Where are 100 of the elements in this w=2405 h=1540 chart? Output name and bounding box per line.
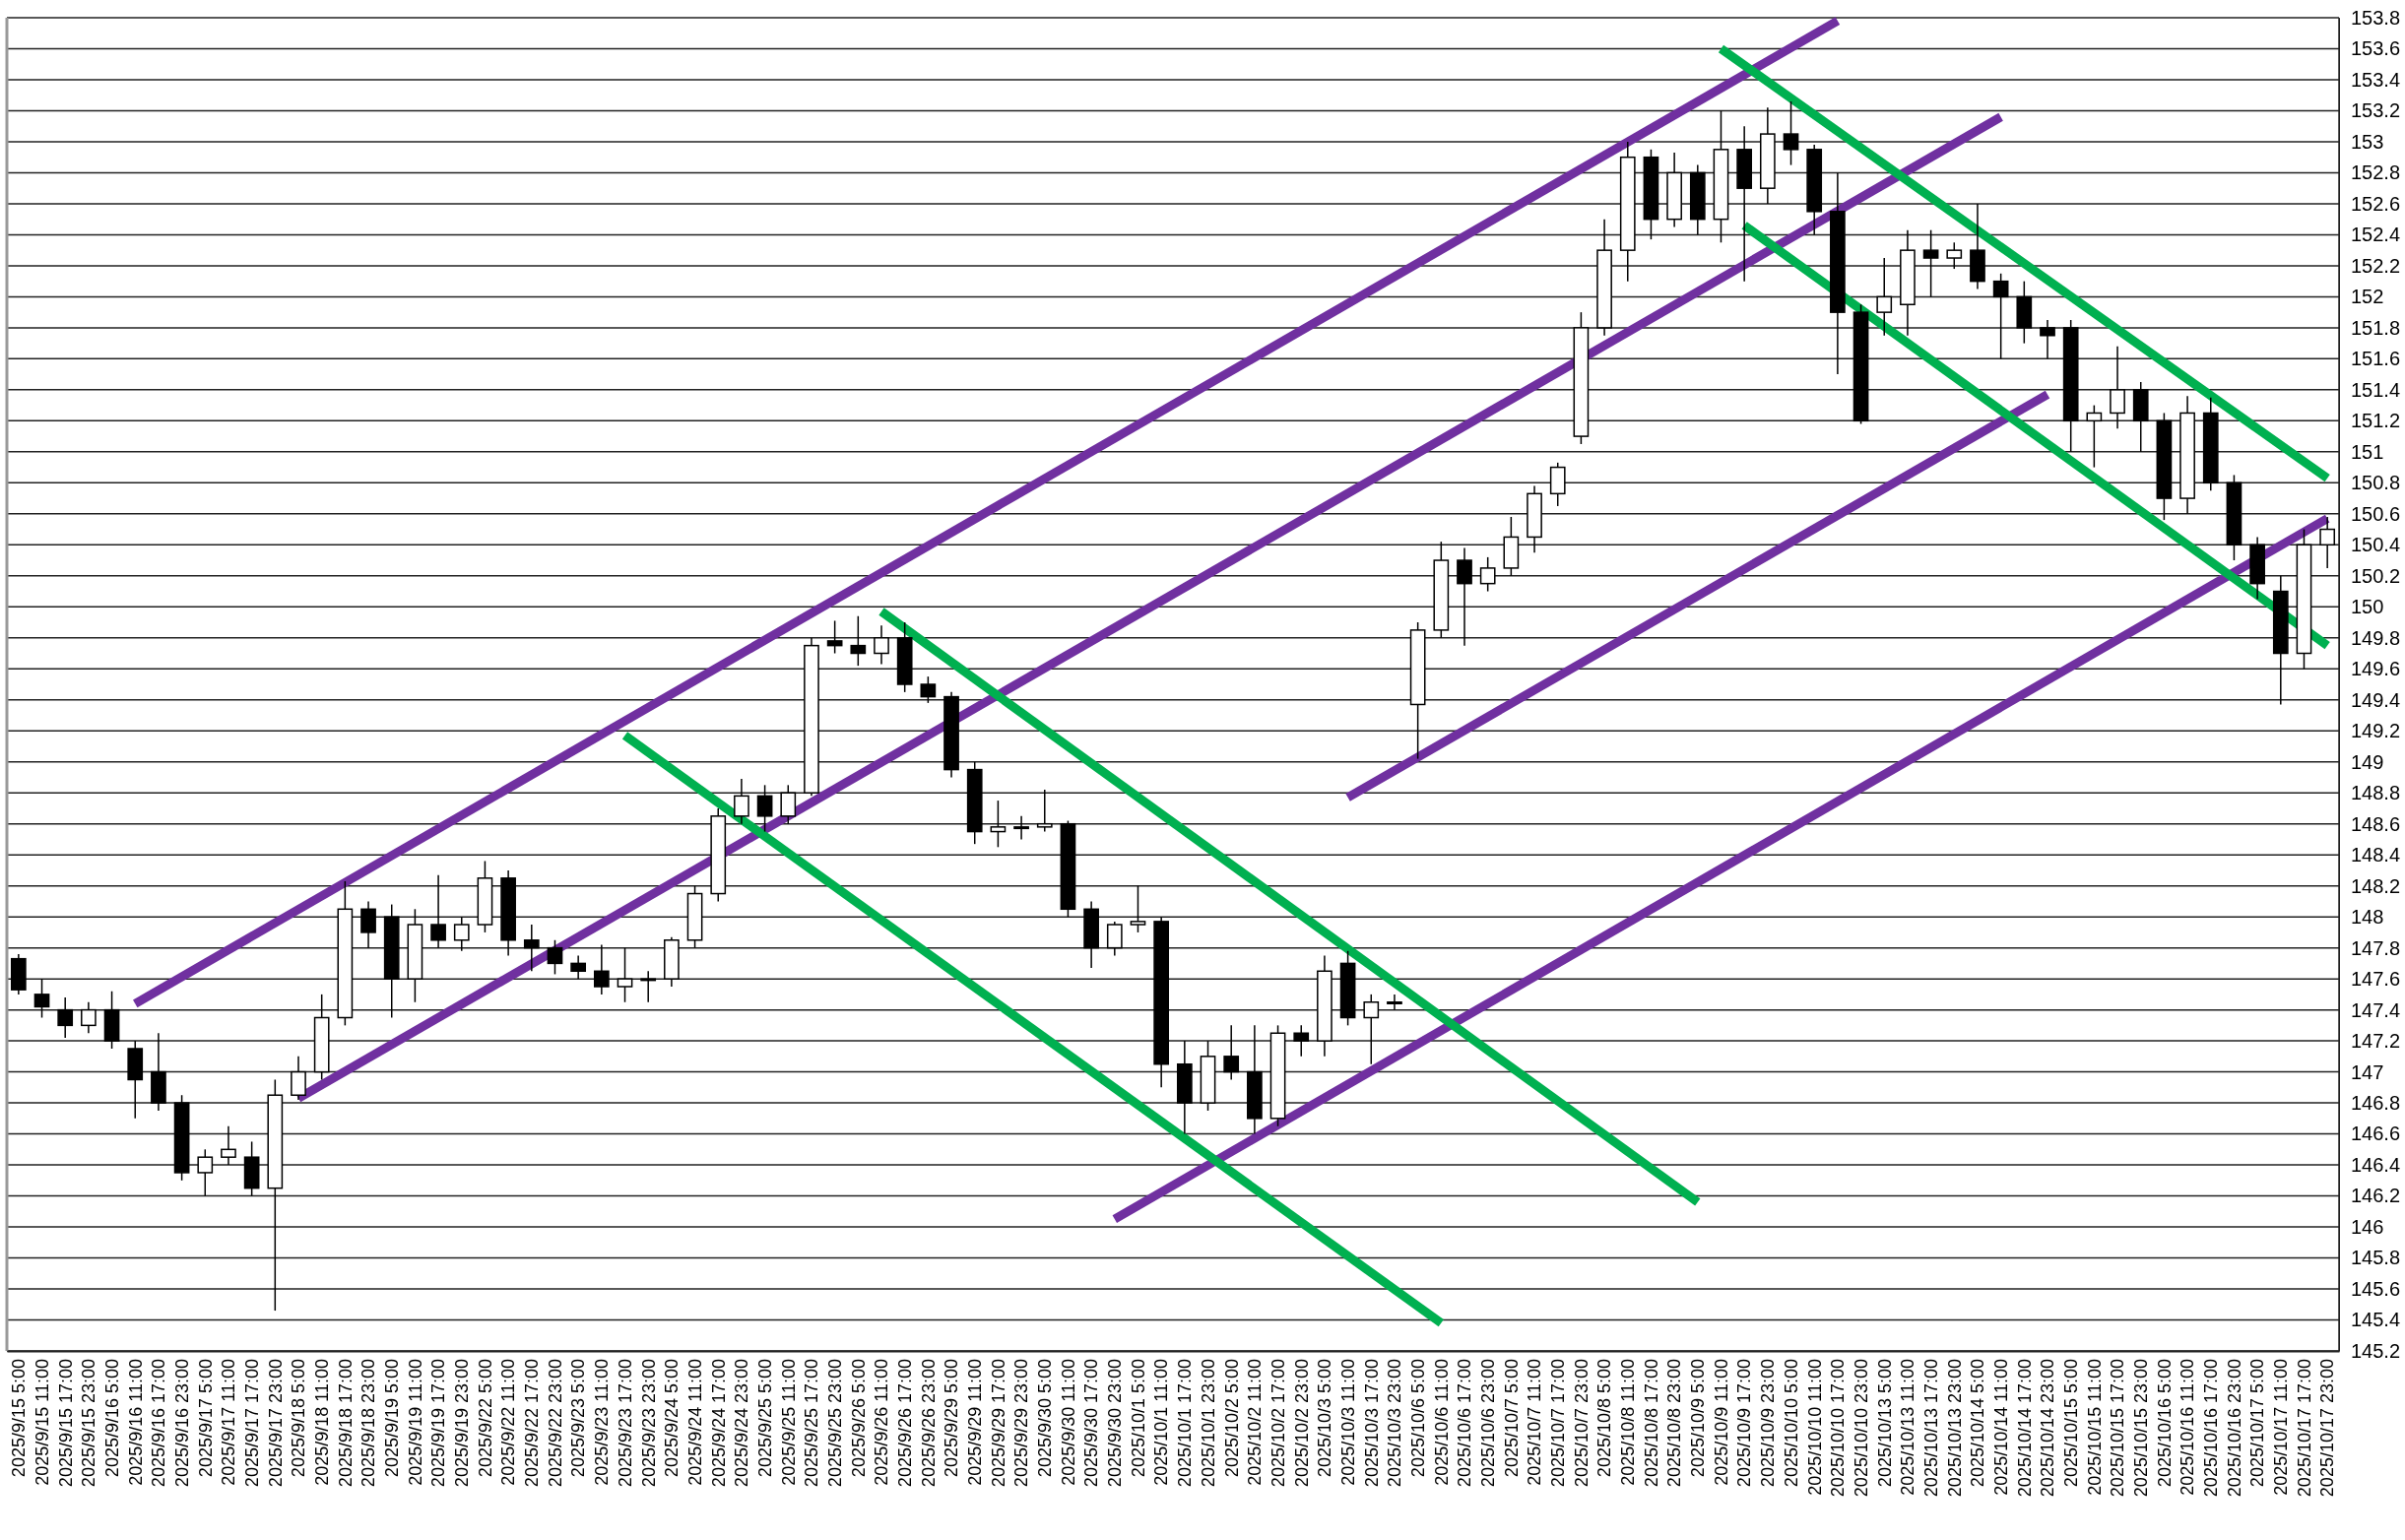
x-tick-label: 2025/10/14 5:00 <box>1968 1359 1988 1488</box>
x-tick-label: 2025/10/2 23:00 <box>1291 1359 1312 1488</box>
candlestick <box>617 946 633 1003</box>
y-tick-label: 152.4 <box>2351 224 2401 246</box>
y-tick-label: 150.6 <box>2351 502 2401 525</box>
x-tick-label: 2025/9/24 11:00 <box>684 1359 705 1486</box>
x-tick-label: 2025/10/17 11:00 <box>2271 1359 2292 1496</box>
x-tick-label: 2025/9/26 11:00 <box>872 1359 892 1486</box>
y-tick-label: 150.4 <box>2351 534 2401 556</box>
x-tick-label: 2025/9/17 5:00 <box>195 1359 216 1478</box>
x-tick-label: 2025/10/2 11:00 <box>1245 1359 1266 1486</box>
y-tick-label: 148.6 <box>2351 812 2401 835</box>
y-tick-label: 151.2 <box>2351 410 2401 432</box>
x-tick-label: 2025/9/26 23:00 <box>918 1359 939 1488</box>
candlestick <box>2086 404 2103 469</box>
y-tick-label: 153.6 <box>2351 37 2401 60</box>
y-tick-label: 153.4 <box>2351 68 2401 91</box>
candlestick <box>1946 241 1963 270</box>
x-tick-label: 2025/10/3 5:00 <box>1315 1359 1335 1478</box>
x-tick-label: 2025/10/1 23:00 <box>1198 1359 1218 1488</box>
y-tick-label: 147 <box>2351 1060 2384 1083</box>
x-tick-label: 2025/10/17 23:00 <box>2317 1359 2338 1498</box>
candlestick <box>826 619 843 655</box>
x-tick-label: 2025/9/29 5:00 <box>942 1359 962 1478</box>
x-tick-label: 2025/10/10 11:00 <box>1804 1359 1825 1496</box>
x-tick-label: 2025/10/13 17:00 <box>1920 1359 1941 1498</box>
x-tick-label: 2025/10/13 11:00 <box>1898 1359 1918 1496</box>
candlestick <box>874 624 889 666</box>
x-tick-label: 2025/9/19 5:00 <box>382 1359 403 1478</box>
x-tick-label: 2025/10/15 11:00 <box>2084 1359 2105 1496</box>
x-tick-label: 2025/10/13 23:00 <box>1944 1359 1965 1498</box>
x-tick-label: 2025/10/14 17:00 <box>2014 1359 2035 1498</box>
candlestick <box>360 900 376 949</box>
y-tick-label: 145.6 <box>2351 1277 2401 1300</box>
y-tick-label: 150.2 <box>2351 564 2401 587</box>
x-tick-label: 2025/10/9 5:00 <box>1688 1359 1709 1478</box>
y-tick-label: 146.2 <box>2351 1185 2401 1207</box>
y-tick-label: 146.4 <box>2351 1153 2401 1176</box>
x-tick-label: 2025/10/15 17:00 <box>2108 1359 2128 1498</box>
x-tick-label: 2025/10/16 5:00 <box>2154 1359 2175 1488</box>
candlestick <box>197 1148 214 1197</box>
x-tick-label: 2025/10/14 11:00 <box>1990 1359 2011 1496</box>
y-tick-label: 153.2 <box>2351 99 2401 122</box>
x-tick-label: 2025/9/26 17:00 <box>894 1359 915 1488</box>
x-tick-label: 2025/9/16 23:00 <box>171 1359 192 1488</box>
x-tick-label: 2025/9/15 11:00 <box>32 1359 52 1486</box>
candlestick <box>33 978 50 1019</box>
y-tick-label: 153 <box>2351 130 2384 153</box>
x-tick-label: 2025/10/6 11:00 <box>1431 1359 1452 1486</box>
x-tick-label: 2025/10/16 23:00 <box>2224 1359 2244 1498</box>
x-tick-label: 2025/9/19 11:00 <box>405 1359 425 1486</box>
candlestick <box>570 954 587 980</box>
x-tick-label: 2025/10/1 17:00 <box>1175 1359 1196 1488</box>
x-tick-label: 2025/10/9 23:00 <box>1758 1359 1779 1488</box>
x-tick-label: 2025/10/6 5:00 <box>1407 1359 1428 1478</box>
x-tick-label: 2025/9/22 11:00 <box>498 1359 519 1486</box>
x-tick-label: 2025/10/2 17:00 <box>1268 1359 1288 1488</box>
y-tick-label: 151.8 <box>2351 316 2401 339</box>
y-tick-label: 145.2 <box>2351 1339 2401 1362</box>
candlestick <box>1106 921 1123 957</box>
x-tick-label: 2025/9/23 5:00 <box>568 1359 589 1478</box>
x-tick-label: 2025/10/3 11:00 <box>1337 1359 1358 1486</box>
x-tick-label: 2025/10/3 17:00 <box>1361 1359 1382 1488</box>
x-tick-label: 2025/9/24 5:00 <box>662 1359 682 1478</box>
x-tick-label: 2025/9/22 5:00 <box>475 1359 495 1478</box>
y-tick-label: 145.4 <box>2351 1309 2401 1331</box>
x-tick-label: 2025/9/17 11:00 <box>219 1359 239 1486</box>
x-tick-label: 2025/9/23 23:00 <box>638 1359 659 1488</box>
y-tick-label: 149.8 <box>2351 626 2401 649</box>
x-tick-label: 2025/9/18 11:00 <box>311 1359 332 1486</box>
x-tick-label: 2025/10/1 11:00 <box>1151 1359 1172 1486</box>
candlestick <box>1130 884 1146 933</box>
y-tick-label: 147.2 <box>2351 1030 2401 1053</box>
x-tick-label: 2025/10/7 17:00 <box>1548 1359 1569 1488</box>
x-tick-label: 2025/10/3 23:00 <box>1385 1359 1405 1488</box>
candlestick <box>2040 319 2055 360</box>
x-tick-label: 2025/9/22 17:00 <box>522 1359 543 1488</box>
x-tick-label: 2025/10/8 23:00 <box>1664 1359 1685 1488</box>
candlestick <box>1223 1024 1240 1081</box>
candlestick <box>780 784 797 825</box>
candlestick <box>640 970 657 1003</box>
candlestick <box>547 939 563 976</box>
candlestick <box>850 614 867 667</box>
x-tick-label: 2025/9/23 11:00 <box>592 1359 613 1486</box>
candlestick <box>2319 516 2336 569</box>
y-tick-label: 152.6 <box>2351 192 2401 215</box>
candlestick <box>1387 994 1402 1011</box>
y-tick-label: 146.8 <box>2351 1091 2401 1114</box>
x-tick-label: 2025/10/7 5:00 <box>1501 1359 1522 1478</box>
x-tick-label: 2025/9/30 11:00 <box>1058 1359 1078 1486</box>
x-tick-label: 2025/9/16 11:00 <box>125 1359 146 1486</box>
y-tick-label: 150.8 <box>2351 472 2401 494</box>
x-tick-label: 2025/10/10 17:00 <box>1828 1359 1849 1498</box>
x-tick-label: 2025/9/30 17:00 <box>1081 1359 1102 1488</box>
x-tick-label: 2025/9/18 5:00 <box>289 1359 309 1478</box>
x-tick-label: 2025/9/26 5:00 <box>848 1359 869 1478</box>
candlestick <box>1363 994 1380 1065</box>
y-tick-label: 153.8 <box>2351 6 2401 29</box>
x-tick-label: 2025/10/15 23:00 <box>2131 1359 2152 1498</box>
x-tick-label: 2025/9/17 17:00 <box>241 1359 262 1488</box>
